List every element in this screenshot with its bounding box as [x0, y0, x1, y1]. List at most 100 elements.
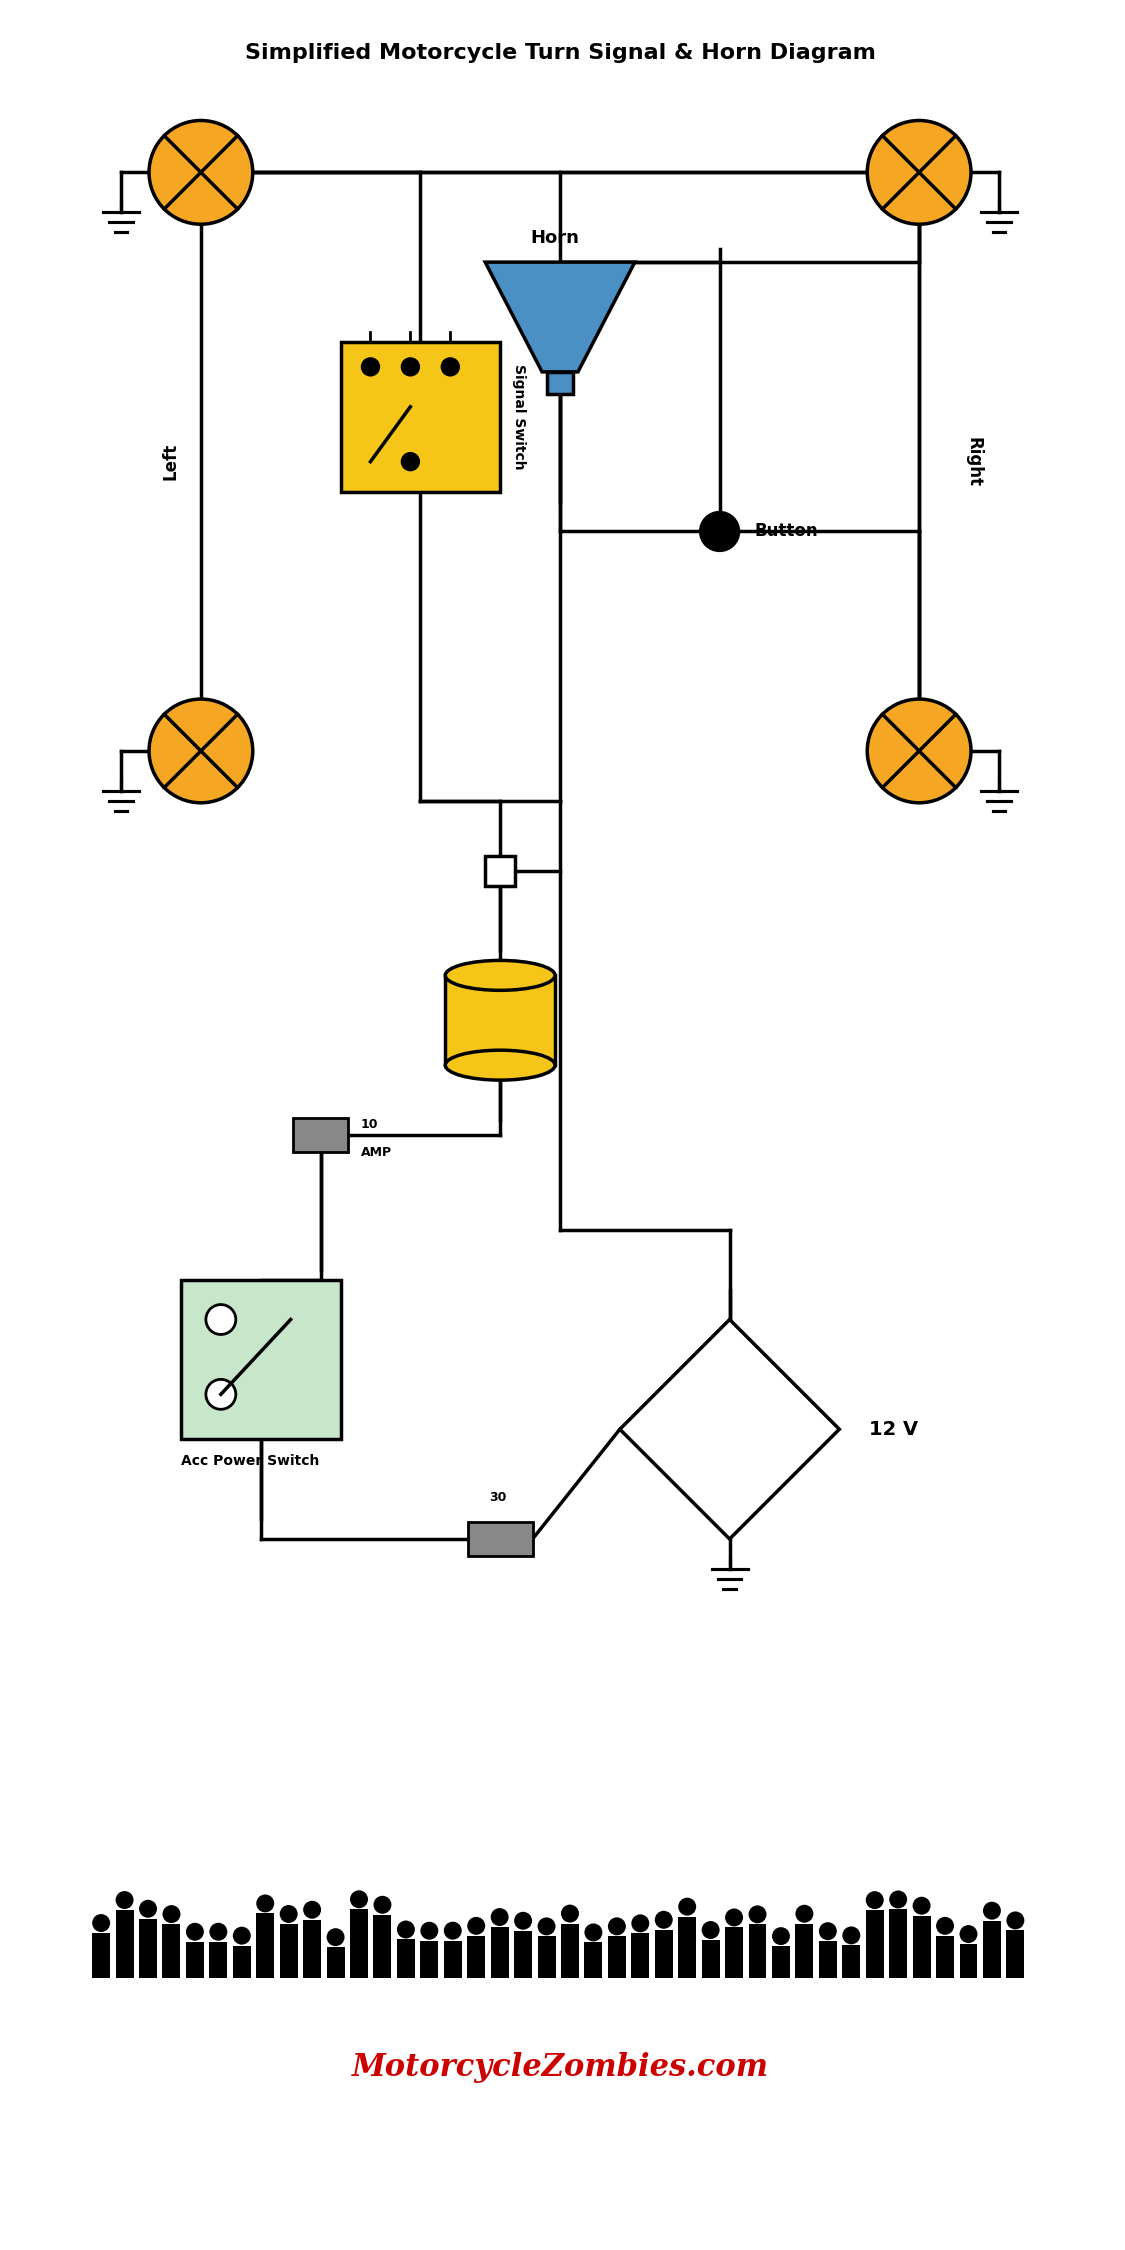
Circle shape	[303, 1901, 321, 1919]
Ellipse shape	[446, 1051, 555, 1080]
Circle shape	[983, 1901, 1001, 1919]
Bar	[843, 1946, 861, 1978]
Circle shape	[514, 1912, 532, 1930]
Bar	[547, 371, 573, 394]
Bar	[1007, 1930, 1025, 1978]
Bar	[655, 1930, 673, 1978]
Text: AMP: AMP	[360, 1148, 391, 1159]
Circle shape	[233, 1926, 251, 1944]
Text: +: +	[720, 1388, 739, 1408]
Circle shape	[162, 1906, 180, 1924]
Bar	[889, 1910, 907, 1978]
Bar	[678, 1917, 696, 1978]
Circle shape	[585, 1924, 602, 1942]
Text: 10: 10	[360, 1118, 378, 1132]
Circle shape	[443, 1922, 461, 1940]
Bar	[490, 1926, 508, 1978]
Circle shape	[936, 1917, 954, 1935]
Circle shape	[206, 1305, 236, 1334]
Circle shape	[678, 1897, 696, 1915]
Circle shape	[206, 1379, 236, 1408]
Circle shape	[867, 700, 971, 803]
Bar	[92, 1933, 110, 1978]
Bar	[561, 1924, 579, 1978]
Circle shape	[772, 1928, 790, 1944]
Bar	[468, 1521, 532, 1557]
Circle shape	[397, 1922, 415, 1940]
Circle shape	[467, 1917, 485, 1935]
Bar	[772, 1946, 790, 1978]
Text: Unit: Unit	[486, 1040, 514, 1051]
Circle shape	[186, 1924, 204, 1942]
Text: AMP: AMP	[483, 1535, 514, 1548]
Text: Button: Button	[755, 522, 818, 540]
Ellipse shape	[446, 961, 555, 990]
Bar	[795, 1924, 813, 1978]
Circle shape	[912, 1897, 930, 1915]
Bar	[350, 1910, 368, 1978]
Circle shape	[256, 1894, 274, 1912]
Polygon shape	[485, 263, 634, 371]
Circle shape	[1007, 1912, 1025, 1930]
Circle shape	[538, 1917, 556, 1935]
Bar	[326, 1946, 344, 1978]
Bar	[209, 1942, 227, 1978]
Circle shape	[140, 1899, 158, 1917]
Bar	[280, 1924, 298, 1978]
Bar	[960, 1944, 978, 1978]
Circle shape	[867, 122, 971, 225]
Circle shape	[92, 1915, 110, 1933]
Text: −: −	[720, 1449, 739, 1469]
Circle shape	[421, 1922, 439, 1940]
Circle shape	[326, 1928, 344, 1946]
Circle shape	[490, 1908, 508, 1926]
Bar	[443, 1942, 461, 1978]
Bar	[467, 1935, 485, 1978]
Bar	[983, 1922, 1001, 1978]
Circle shape	[866, 1892, 884, 1908]
Bar	[397, 1940, 415, 1978]
Text: 12 V: 12 V	[870, 1420, 918, 1438]
Circle shape	[726, 1908, 742, 1926]
Bar	[819, 1942, 837, 1978]
Circle shape	[819, 1922, 837, 1940]
Bar	[912, 1915, 930, 1978]
Text: Left: Left	[162, 443, 180, 479]
Bar	[303, 1919, 321, 1978]
Circle shape	[402, 358, 420, 376]
Circle shape	[116, 1890, 134, 1908]
Bar	[116, 1910, 134, 1978]
Circle shape	[148, 122, 253, 225]
Bar	[585, 1942, 602, 1978]
Text: 30: 30	[489, 1492, 507, 1503]
Circle shape	[700, 511, 739, 551]
Bar	[608, 1937, 626, 1978]
Circle shape	[148, 700, 253, 803]
Circle shape	[702, 1922, 720, 1940]
Bar	[421, 1942, 439, 1978]
Text: Horn: Horn	[531, 229, 579, 248]
Bar	[446, 974, 555, 1064]
Bar	[485, 855, 515, 886]
Circle shape	[209, 1924, 227, 1942]
Circle shape	[441, 358, 459, 376]
Circle shape	[402, 452, 420, 470]
Circle shape	[608, 1917, 626, 1935]
Bar	[233, 1946, 251, 1978]
Circle shape	[350, 1890, 368, 1908]
Bar	[631, 1933, 649, 1978]
Bar	[162, 1924, 180, 1978]
Text: Acc Power Switch: Acc Power Switch	[181, 1454, 320, 1469]
Bar	[186, 1942, 204, 1978]
Bar	[702, 1940, 720, 1978]
Circle shape	[843, 1926, 861, 1944]
Circle shape	[960, 1926, 978, 1944]
Circle shape	[280, 1906, 298, 1924]
Bar	[341, 342, 501, 490]
Polygon shape	[620, 1318, 839, 1539]
Circle shape	[748, 1906, 766, 1924]
Text: Flasher: Flasher	[474, 1004, 526, 1017]
Circle shape	[631, 1915, 649, 1933]
Bar	[256, 1912, 274, 1978]
Circle shape	[361, 358, 379, 376]
